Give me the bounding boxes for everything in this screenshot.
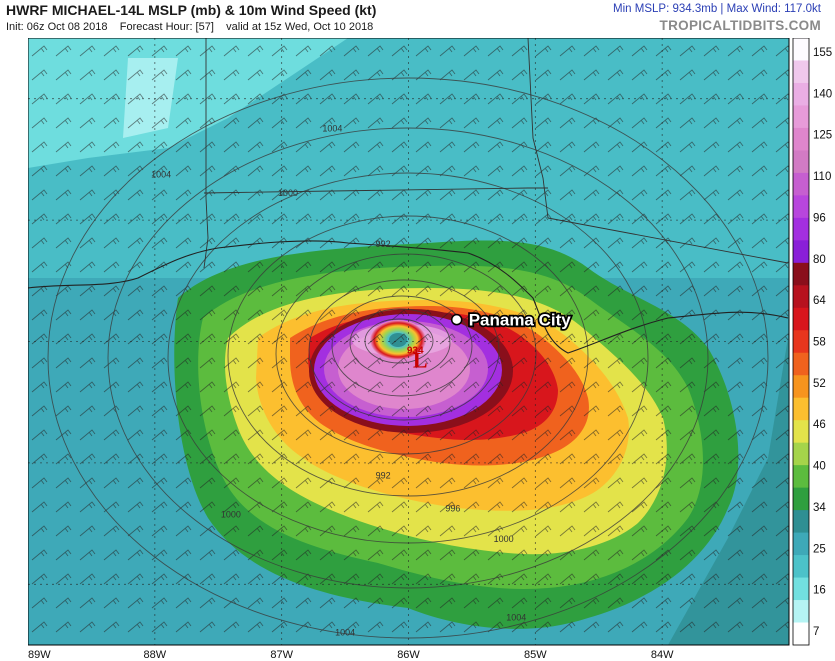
isobar-label: 1004 [506,613,526,623]
wind-speed-colorbar: 155 140 125 110 96 80 64 58 52 46 40 34 25 16 7 [792,38,832,646]
colorbar-tick-label: 46 [813,419,826,431]
colorbar-tick-label: 110 [813,171,831,183]
colorbar-tick-label: 58 [813,337,826,349]
colorbar-swatch [793,532,809,556]
colorbar-swatch [793,555,809,579]
longitude-label: 88W [144,649,167,661]
isobar-label: 996 [445,503,460,513]
isobar-label: 1004 [151,170,171,180]
colorbar-swatch [793,622,809,646]
colorbar-tick-label: 96 [813,212,826,224]
isobar-label: 1000 [278,188,298,198]
colorbar-swatch [793,262,809,286]
colorbar-tick-label: 52 [813,378,826,390]
isobar-label: 992 [376,239,391,249]
colorbar-swatch [793,285,809,309]
colorbar-swatch [793,307,809,331]
header: HWRF MICHAEL-14L MSLP (mb) & 10m Wind Sp… [0,0,835,36]
colorbar-tick-label: 34 [813,502,826,514]
colorbar-swatch [793,465,809,489]
colorbar-swatch [793,105,809,129]
city-label: Panama City [469,311,572,330]
forecast-hour: Forecast Hour: [57] [119,21,214,33]
colorbar-swatch [793,150,809,174]
colorbar-swatch [793,330,809,354]
isobar-labels: 1004 1004 1000 992 992 1000 1000 1004 1004 996 [151,123,526,637]
colorbar-swatch [793,420,809,444]
colorbar-tick-label: 140 [813,88,832,100]
brand-watermark: TROPICALTIDBITS.COM [659,18,821,33]
colorbar-tick-label: 7 [813,626,819,638]
colorbar-swatch [793,577,809,601]
longitude-label: 86W [397,649,420,661]
colorbar-swatch [793,442,809,466]
colorbar-swatch [793,375,809,399]
colorbar-tick-label: 125 [813,130,832,142]
colorbar-swatch [793,60,809,84]
colorbar-swatch [793,352,809,376]
colorbar-swatch [793,127,809,151]
longitude-label: 89W [28,649,51,661]
lat-lon-grid [28,38,789,645]
colorbar-tick-label: 16 [813,585,826,597]
init-time: Init: 06z Oct 08 2018 [6,21,108,33]
map-frame [28,38,790,646]
colorbar-swatch [793,510,809,534]
low-pressure-marker: L [413,348,428,373]
colorbar-swatch [793,217,809,241]
colorbar-swatch [793,487,809,511]
colorbar-swatch [793,38,809,61]
chart-subtitle: Init: 06z Oct 08 2018 Forecast Hour: [57… [6,21,373,33]
colorbar-swatch [793,397,809,421]
longitude-label: 85W [524,649,547,661]
colorbar-tick-label: 155 [813,47,832,59]
colorbar-swatch [793,172,809,196]
colorbar-tick-label: 40 [813,461,826,473]
isobar-label: 1004 [335,627,355,637]
colorbar-tick-label: 64 [813,295,826,307]
colorbar-tick-label: 25 [813,543,826,555]
storm-stats: Min MSLP: 934.3mb | Max Wind: 117.0kt [613,3,821,15]
longitude-label: 84W [651,649,674,661]
isobars [47,77,769,639]
isobar-label: 1000 [221,510,241,520]
state-borders [203,38,789,269]
colorbar-swatch [793,600,809,624]
colorbar-swatch [793,240,809,264]
isobar-label: 1004 [322,123,342,133]
isobar-label: 992 [376,471,391,481]
valid-time: valid at 15z Wed, Oct 10 2018 [226,21,374,33]
coastline [28,240,789,354]
colorbar-swatch [793,82,809,106]
isobar-label: 1000 [494,534,514,544]
longitude-labels: 89W 88W 87W 86W 85W 84W [28,649,674,661]
colorbar-tick-label: 80 [813,254,826,266]
city-marker [450,313,463,326]
forecast-map: 1004 1004 1000 992 992 1000 1000 1004 1004 996 93… [28,38,832,661]
min-pressure-label: 934 [407,346,424,357]
chart-title: HWRF MICHAEL-14L MSLP (mb) & 10m Wind Sp… [6,2,377,18]
colorbar-frame [792,38,810,646]
colorbar-swatch [793,195,809,219]
longitude-label: 87W [270,649,293,661]
